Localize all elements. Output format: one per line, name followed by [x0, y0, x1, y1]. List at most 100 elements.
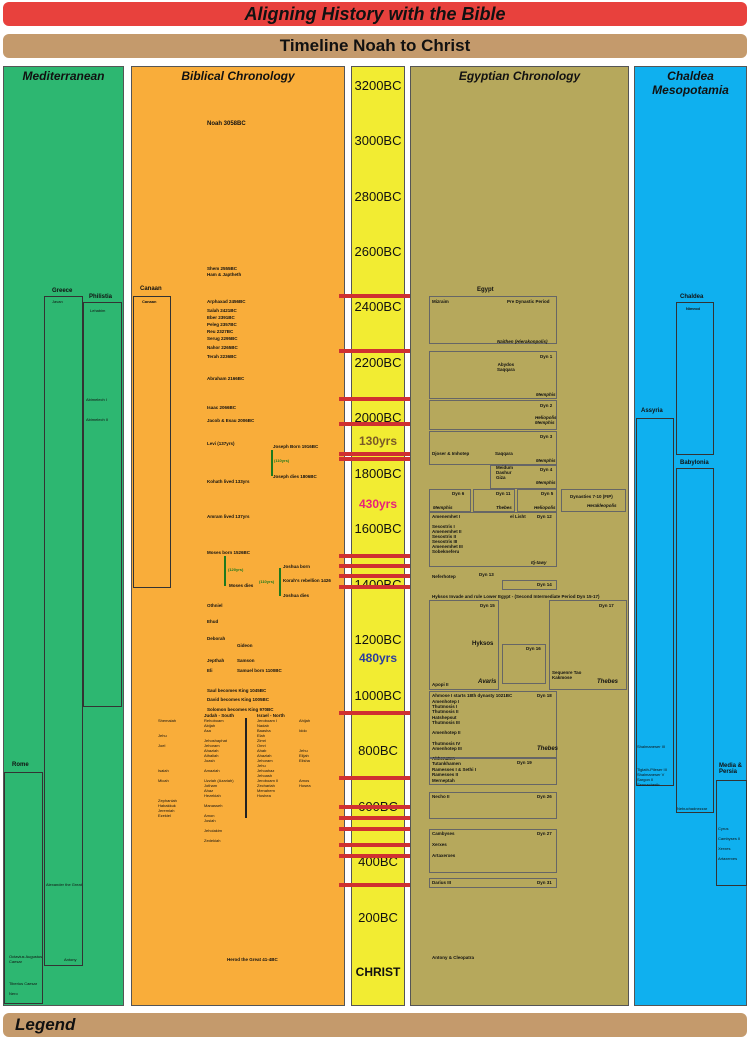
- event-bar: [339, 574, 420, 578]
- antony-label: Antony: [64, 957, 77, 962]
- serug-label: Serug 2295BC: [207, 336, 238, 341]
- eber-label: Eber 2391BC: [207, 315, 235, 320]
- event-bar: [339, 843, 420, 847]
- biblical-column: Biblical Chronology: [131, 66, 345, 1006]
- philistia-box: [83, 302, 122, 707]
- year-scale-column: [351, 66, 405, 1006]
- javan-label: Javan: [52, 299, 63, 304]
- page-title: Aligning History with the Bible: [3, 2, 747, 26]
- memphis3-label: Memphis: [536, 480, 556, 485]
- nimrod-label: Nimrod: [686, 306, 700, 311]
- moses-dies-label: Moses dies: [229, 583, 254, 588]
- itj-tawy-label: Itj-tawy: [531, 560, 547, 565]
- dyn26-label: Dyn 26: [537, 794, 552, 799]
- persia-kings-list: Cyrus Cambyses II Xerxes Artaxerxes: [718, 826, 741, 861]
- year-label: 3200BC: [354, 78, 402, 93]
- dyn19-label: Dyn 19: [517, 760, 532, 765]
- abimelech1-label: Abimelech I: [86, 397, 107, 402]
- year-label: 200BC: [358, 910, 398, 925]
- assyria-box: [636, 418, 674, 786]
- legend-bar: Legend: [3, 1013, 747, 1037]
- merneptah-label: Merneptah: [432, 778, 455, 783]
- memphis4-label: Memphis: [433, 505, 453, 510]
- cambyses-label: Cambyses: [432, 831, 455, 836]
- dyn16-label: Dyn 16: [526, 646, 541, 651]
- shem-label: Shem 2555BC: [207, 266, 238, 271]
- dyn3-label: Dyn 3: [540, 434, 553, 439]
- dyn15-label: Dyn 15: [480, 603, 495, 608]
- kohath-label: Kohath lived 133yrs: [207, 479, 250, 484]
- year-label: 1000BC: [354, 688, 402, 703]
- abraham-label: Abraham 2166BC: [207, 376, 245, 381]
- antony-cleopatra-label: Antony & Cleopatra: [432, 955, 475, 960]
- dyn15-box: [429, 600, 499, 690]
- arphaxad-label: Arphaxad 2456BC: [207, 299, 246, 304]
- lehabim-label: Lehabim: [90, 308, 106, 313]
- thebes3-label: Thebes: [537, 746, 559, 752]
- tiglath-list: Tiglath-Pileser III Shalmaneser V Sargon…: [637, 767, 667, 787]
- dyn2-box: [429, 400, 557, 430]
- judah-heading: Judah - South: [204, 713, 234, 718]
- dyn27-label: Dyn 27: [537, 831, 552, 836]
- event-bar: [339, 816, 420, 820]
- canaan-heading: Canaan: [140, 286, 162, 292]
- year-label: 800BC: [358, 743, 398, 758]
- year-label: 2400BC: [354, 299, 402, 314]
- prophets-left-list: Shemaiah Jehu Joel Isaiah Micah Zephania…: [158, 718, 177, 818]
- dyn1-box: [429, 351, 557, 399]
- span130-label: 130yrs: [358, 434, 398, 448]
- rome-heading: Rome: [12, 762, 29, 768]
- dyn6-box: [429, 489, 471, 512]
- chaldea-box: [676, 302, 714, 455]
- korah-label: Korah's rebellion 1426: [283, 578, 331, 583]
- dyn13-label: Dyn 13: [479, 572, 494, 577]
- chaldea-column: Chaldea Mesopotamia: [634, 66, 747, 1006]
- rome-box: [4, 772, 43, 1004]
- nero-label: Nero: [9, 991, 18, 996]
- dyn4-label: Dyn 4: [540, 467, 553, 472]
- naithen-label: Naithen (Hierakonpolis): [497, 339, 548, 344]
- solomon-label: Solomon becomes King 970BC: [207, 707, 274, 712]
- nebuchadnezzar-label: Nebuchadnezzar: [677, 806, 708, 811]
- mizraim-label: Mizraim: [432, 299, 449, 304]
- dyn5-box: [517, 489, 557, 512]
- hyksos-invade-label: Hyksos Invade and rule Lower Egypt - (Se…: [432, 594, 600, 599]
- samuel-label: Samuel born 1100BC: [237, 668, 282, 673]
- noah-label: Noah 3058BC: [207, 121, 246, 127]
- heliopolis2-label: Heliopolis: [534, 505, 556, 510]
- moses-born-label: Moses born 1526BC: [207, 550, 251, 555]
- ahmose-label: Ahmose I starts 18th dynasty 1021BC: [432, 693, 513, 698]
- span430-label: 430yrs: [358, 497, 398, 511]
- apopi-label: Apopi II: [432, 682, 449, 687]
- deborah-label: Deborah: [207, 636, 226, 641]
- dyn17-label: Dyn 17: [599, 603, 614, 608]
- avaris-label: Avaris: [478, 679, 497, 685]
- dyn19-box: [429, 758, 557, 785]
- ehud-label: Ehud: [207, 619, 219, 624]
- kingdom-divider: [245, 718, 247, 818]
- terah-label: Terah 2236BC: [207, 354, 237, 359]
- joshua-dies-label: Joshua dies: [283, 593, 310, 598]
- moses-lifeline: [224, 556, 226, 586]
- event-bar: [339, 711, 420, 715]
- octavius-label: Octavius Augustus Caesar: [9, 954, 43, 964]
- memphis2-label: Memphis: [536, 458, 556, 463]
- el-lisht-label: el Lisht: [510, 514, 526, 519]
- dyn5-label: Dyn 5: [541, 491, 554, 496]
- biblical-title: Biblical Chronology: [181, 69, 295, 83]
- year-label: 1600BC: [354, 521, 402, 536]
- year-label: 2600BC: [354, 244, 402, 259]
- event-bar: [339, 554, 420, 558]
- shalmaneser-label: Shalmaneser III: [637, 744, 666, 749]
- reu-label: Reu 2327BC: [207, 329, 234, 334]
- joseph-lifeline: [271, 450, 273, 476]
- tiberius-label: Tiberius Caesar: [9, 981, 38, 986]
- djoser-label: Djoser & Imhotep: [432, 451, 470, 456]
- philistia-heading: Philistia: [89, 294, 113, 300]
- isaac-label: Isaac 2066BC: [207, 405, 237, 410]
- herakleopolis-label: Herakleopolis: [587, 503, 617, 508]
- year-label: 3000BC: [354, 133, 402, 148]
- memphis1-label: Memphis: [536, 392, 556, 397]
- dyn14-label: Dyn 14: [537, 582, 552, 587]
- dyn7-10-label: Dynasties 7-10 (FIP): [570, 494, 613, 499]
